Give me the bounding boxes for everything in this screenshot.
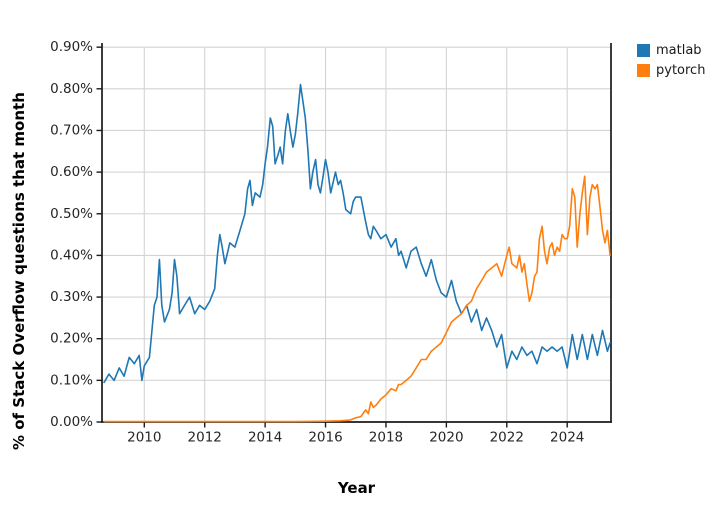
y-tick-label: 0.00% <box>50 414 93 430</box>
y-tick-label: 0.90% <box>50 39 93 55</box>
x-tick-label: 2018 <box>369 430 403 446</box>
y-tick-label: 0.10% <box>50 372 93 388</box>
x-tick-label: 2020 <box>429 430 463 446</box>
y-tick-label: 0.30% <box>50 289 93 305</box>
legend-label-pytorch: pytorch <box>656 63 706 78</box>
legend-swatch-matlab-icon <box>637 44 650 57</box>
legend-item-pytorch: pytorch <box>637 64 705 77</box>
y-tick-label: 0.80% <box>50 81 93 97</box>
legend-label-matlab: matlab <box>656 43 702 58</box>
legend-item-matlab: matlab <box>637 44 705 57</box>
x-tick-label: 2016 <box>308 430 342 446</box>
y-tick-label: 0.20% <box>50 331 93 347</box>
legend-swatch-pytorch-icon <box>637 64 650 77</box>
y-tick-label: 0.40% <box>50 247 93 263</box>
x-tick-label: 2024 <box>550 430 584 446</box>
y-tick-label: 0.50% <box>50 206 93 222</box>
x-tick-label: 2014 <box>248 430 282 446</box>
x-tick-label: 2010 <box>127 430 161 446</box>
series-line-pytorch <box>103 175 611 423</box>
x-tick-label: 2022 <box>490 430 524 446</box>
legend: matlab pytorch <box>637 44 705 84</box>
x-tick-label: 2012 <box>188 430 222 446</box>
y-tick-label: 0.70% <box>50 122 93 138</box>
series-line-matlab <box>103 83 611 384</box>
y-axis-label: % of Stack Overflow questions that month <box>10 92 28 450</box>
x-axis-label: Year <box>337 479 376 497</box>
y-tick-label: 0.60% <box>50 164 93 180</box>
